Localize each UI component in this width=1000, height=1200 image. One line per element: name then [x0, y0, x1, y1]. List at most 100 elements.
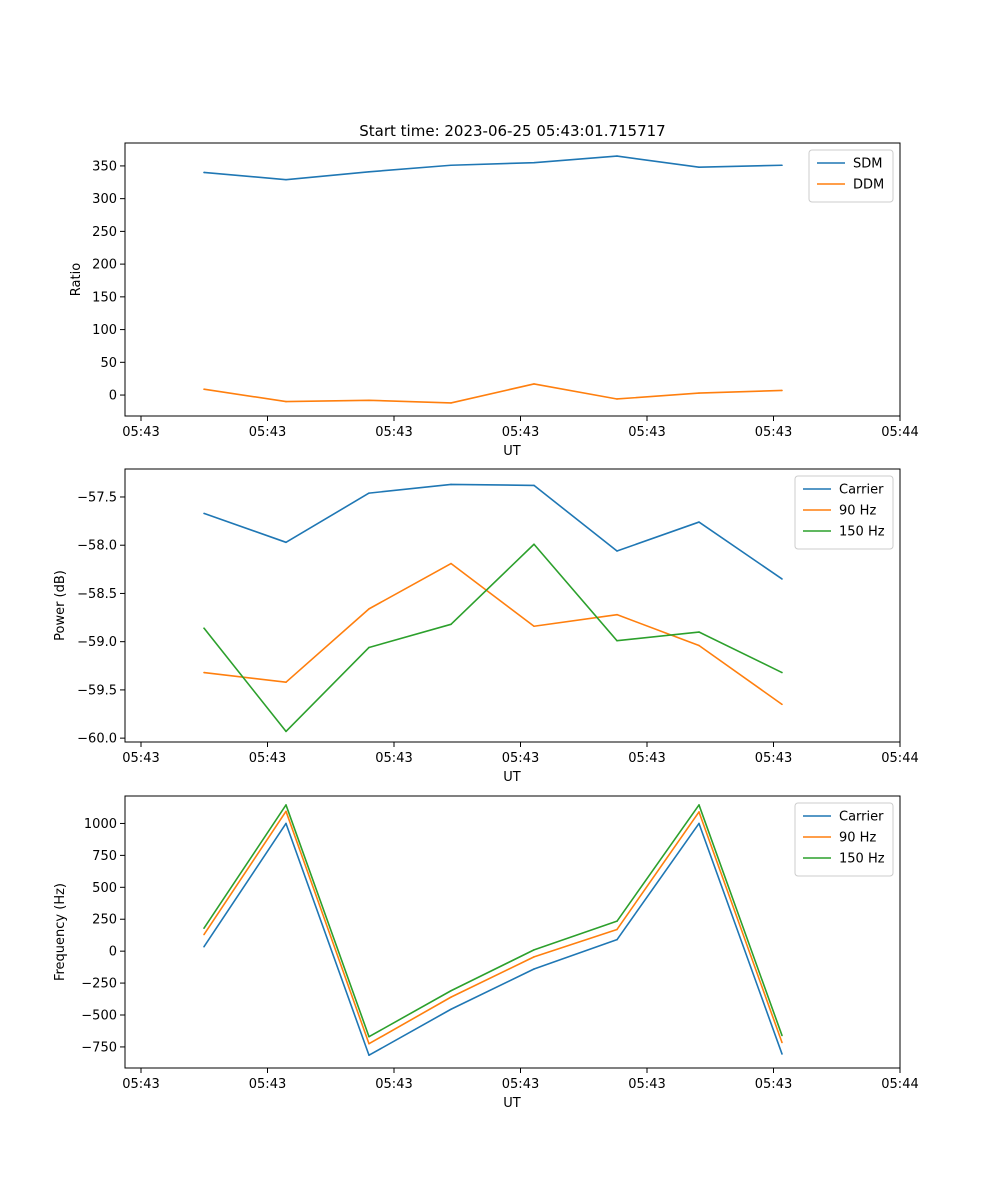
data-point	[368, 171, 370, 173]
data-point	[450, 996, 452, 998]
panel-3: 05:43 05:43 05:43 05:43 05:43 05:43 05:44 −750 −…	[53, 795, 919, 1111]
data-point	[698, 811, 700, 813]
y-tick-label: 750	[92, 849, 117, 864]
x-tick-label: 05:43	[122, 1077, 159, 1092]
data-point	[698, 822, 700, 825]
y-tick-label: −58.0	[77, 539, 117, 554]
data-point	[781, 1053, 783, 1055]
series-line-sdm	[203, 155, 783, 181]
x-tick-label: 05:43	[628, 751, 665, 766]
series-line-90-hz	[203, 810, 783, 1045]
data-point	[285, 804, 287, 806]
data-point	[533, 161, 535, 164]
data-point	[698, 392, 700, 394]
data-point	[203, 388, 205, 390]
x-tick-label: 05:43	[502, 751, 539, 766]
x-tick-label: 05:43	[249, 425, 286, 440]
data-point	[781, 578, 783, 580]
data-point	[533, 956, 535, 958]
legend: Carrier 90 Hz 150 Hz	[794, 802, 894, 877]
axes-frame	[124, 468, 901, 743]
legend-label: 90 Hz	[839, 831, 876, 846]
data-point	[616, 639, 618, 642]
data-point	[450, 164, 452, 167]
y-axis-label: Ratio	[69, 263, 84, 296]
data-point	[450, 562, 452, 565]
y-tick-label: 0	[109, 945, 117, 960]
data-point	[698, 166, 700, 169]
y-tick-label: 50	[100, 356, 117, 371]
x-tick-label: 05:43	[628, 1077, 665, 1092]
y-tick-label: 300	[92, 192, 117, 207]
x-tick-label: 05:43	[755, 1077, 792, 1092]
x-tick-label: 05:43	[375, 751, 412, 766]
y-axis-label: Power (dB)	[53, 570, 68, 641]
legend-label: 150 Hz	[839, 852, 885, 867]
data-point	[203, 171, 205, 174]
data-point	[203, 671, 205, 674]
data-point	[285, 400, 287, 403]
x-tick-label: 05:43	[122, 751, 159, 766]
data-point	[203, 933, 205, 936]
x-tick-label: 05:43	[628, 425, 665, 440]
data-point	[781, 1034, 783, 1037]
data-point	[616, 155, 618, 157]
data-point	[368, 646, 370, 649]
x-axis-label: UT	[503, 770, 521, 785]
y-tick-label: −59.0	[77, 635, 117, 650]
y-tick-label: 500	[92, 881, 117, 896]
x-tick-label: 05:43	[755, 425, 792, 440]
y-tick-label: 250	[92, 225, 117, 240]
x-tick-label: 05:43	[375, 425, 412, 440]
x-tick-label: 05:43	[375, 1077, 412, 1092]
data-point	[698, 521, 700, 523]
x-tick-label: 05:44	[881, 751, 918, 766]
data-point	[616, 613, 618, 616]
data-point	[285, 822, 287, 825]
series-line-150-hz	[203, 804, 783, 1038]
y-tick-label: −57.5	[77, 490, 117, 505]
x-tick-label: 05:44	[881, 1077, 918, 1092]
x-tick-label: 05:43	[122, 425, 159, 440]
y-tick-label: −59.5	[77, 683, 117, 698]
y-axis-label: Frequency (Hz)	[53, 883, 68, 981]
data-point	[533, 625, 535, 628]
x-axis-label: UT	[503, 444, 521, 459]
series-line-ddm	[203, 383, 783, 404]
data-point	[616, 938, 618, 941]
data-point	[698, 631, 700, 633]
y-tick-label: 250	[92, 913, 117, 928]
data-point	[450, 402, 452, 404]
y-tick-label: −60.0	[77, 732, 117, 747]
data-point	[285, 730, 287, 733]
x-tick-label: 05:44	[881, 425, 918, 440]
x-tick-label: 05:43	[249, 751, 286, 766]
data-point	[203, 927, 205, 929]
data-point	[203, 627, 205, 629]
chart-title: Start time: 2023-06-25 05:43:01.715717	[359, 122, 665, 140]
data-point	[533, 949, 535, 951]
legend-label: SDM	[853, 157, 882, 172]
data-point	[368, 1035, 370, 1038]
legend-label: Carrier	[839, 483, 884, 498]
legend: Carrier 90 Hz 150 Hz	[794, 475, 894, 550]
legend-label: 90 Hz	[839, 504, 876, 519]
axes-frame	[124, 142, 901, 417]
data-point	[781, 703, 783, 706]
legend-label: DDM	[853, 178, 884, 193]
data-point	[368, 608, 370, 610]
data-point	[285, 810, 287, 813]
y-tick-label: −750	[81, 1040, 117, 1055]
x-axis-label: UT	[503, 1096, 521, 1111]
y-tick-label: 100	[92, 323, 117, 338]
data-point	[616, 550, 618, 552]
data-point	[616, 920, 618, 922]
y-tick-label: −250	[81, 977, 117, 992]
data-point	[368, 492, 370, 494]
y-tick-label: 1000	[84, 817, 117, 832]
y-tick-label: −58.5	[77, 587, 117, 602]
data-point	[203, 945, 205, 948]
data-point	[533, 968, 535, 970]
x-tick-label: 05:43	[502, 425, 539, 440]
